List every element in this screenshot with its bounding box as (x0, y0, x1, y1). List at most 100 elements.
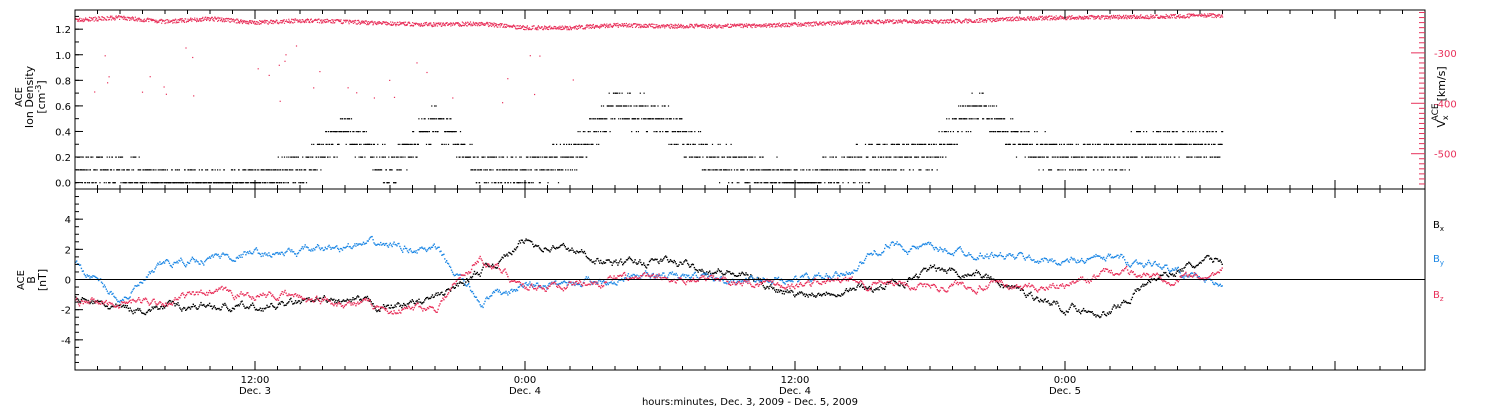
density-point (785, 182, 787, 184)
density-point (490, 156, 492, 158)
vx-point (90, 17, 92, 19)
vx-point (1179, 17, 1181, 19)
vx-point (657, 27, 659, 29)
bx-point (226, 306, 228, 308)
density-point (125, 182, 127, 184)
density-point (737, 156, 739, 158)
vx-point (550, 26, 552, 28)
density-point (500, 156, 502, 158)
density-point (498, 182, 500, 184)
vx-point (797, 25, 799, 27)
vx-point (813, 21, 815, 23)
vx-point (900, 20, 902, 22)
vx-point (573, 26, 575, 28)
vx-point (87, 20, 90, 22)
density-point (1130, 156, 1132, 158)
vx-point (537, 25, 539, 27)
density-point (736, 182, 738, 184)
density-point (990, 105, 992, 107)
vx-point (500, 24, 502, 27)
vx-point (318, 18, 320, 20)
vx-point (185, 47, 187, 49)
bx-point (77, 299, 80, 301)
density-point (754, 182, 757, 184)
density-point (149, 182, 151, 184)
vx-point (473, 23, 475, 25)
vx-point (298, 21, 300, 23)
vx-point (87, 18, 89, 20)
density-point (1051, 143, 1053, 145)
bx-point (177, 302, 179, 304)
vx-point (1139, 17, 1141, 19)
density-point (828, 182, 830, 184)
vx-point (935, 19, 937, 21)
vx-point (1046, 18, 1048, 20)
vx-point (892, 23, 894, 25)
vx-point (426, 71, 428, 74)
vx-point (788, 26, 790, 28)
density-point (434, 105, 436, 107)
vx-point (875, 21, 878, 23)
vx-point (1174, 17, 1176, 19)
density-point (1135, 143, 1137, 145)
density-point (297, 156, 299, 158)
density-point (597, 131, 599, 133)
density-point (1195, 143, 1197, 145)
density-point (944, 131, 946, 133)
bx-point (161, 305, 163, 308)
bx-point (245, 307, 247, 309)
vx-point (356, 92, 358, 94)
vx-point (446, 22, 448, 24)
density-point (992, 105, 994, 107)
density-point (198, 182, 200, 184)
vx-point (323, 19, 325, 21)
density-point (650, 118, 652, 120)
density-point (1024, 143, 1026, 145)
density-point (1137, 131, 1140, 133)
vx-point (355, 23, 357, 25)
vx-point (746, 26, 748, 28)
vx-point (764, 25, 767, 27)
density-point (622, 118, 624, 120)
density-point (489, 169, 491, 171)
density-point (655, 118, 657, 120)
bx-point (163, 307, 166, 309)
vx-point (384, 21, 386, 23)
density-point (627, 118, 629, 120)
density-point (988, 105, 990, 107)
density-point (584, 131, 586, 133)
density-point (1093, 169, 1095, 171)
density-point (512, 156, 514, 158)
vx-point (1112, 16, 1114, 18)
bx-point (119, 304, 121, 306)
vx-point (598, 26, 600, 28)
density-point (1050, 169, 1053, 171)
vx-point (377, 23, 379, 25)
vx-point (782, 25, 784, 27)
vx-point (708, 24, 710, 26)
density-point (89, 169, 91, 171)
density-point (1117, 143, 1119, 145)
density-point (1207, 131, 1209, 133)
vx-point (281, 22, 283, 24)
vx-point (349, 20, 352, 22)
density-point (757, 169, 759, 171)
vx-point (429, 23, 431, 25)
vx-point (1221, 14, 1223, 16)
vx-point (726, 25, 728, 27)
vx-point (596, 24, 598, 27)
density-point (268, 169, 270, 171)
vx-point (1103, 18, 1106, 20)
vx-point (1080, 16, 1082, 18)
density-point (495, 182, 497, 184)
density-point (626, 105, 628, 107)
density-point (293, 156, 295, 158)
density-point (1027, 156, 1030, 158)
vx-point (1165, 17, 1167, 19)
vx-point (991, 21, 993, 23)
density-point (699, 156, 701, 158)
vx-point (881, 20, 883, 22)
density-point (625, 118, 627, 120)
vx-point (526, 25, 528, 27)
density-point (359, 143, 361, 145)
